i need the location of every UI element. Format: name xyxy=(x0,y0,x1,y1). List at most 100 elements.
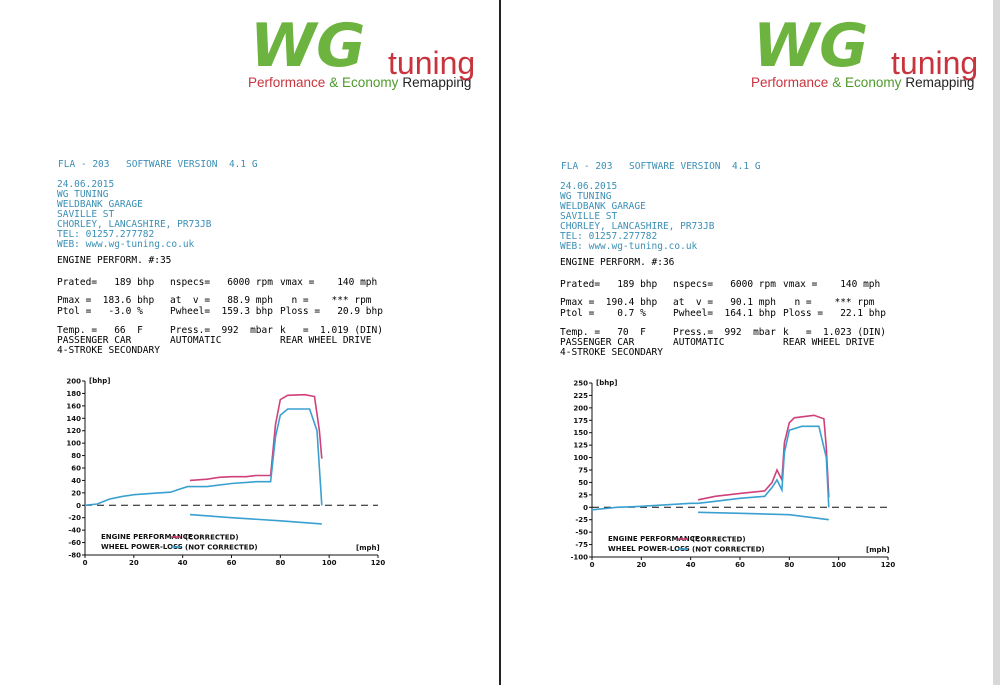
y-tick-label: -60 xyxy=(68,539,81,547)
test-title: ENGINE PERFORM. #:36 xyxy=(560,257,675,268)
param: Press.= 992 mbar xyxy=(170,325,273,336)
address-line: CHORLEY, LANCASHIRE, PR73JB xyxy=(57,219,212,230)
y-tick-label: -40 xyxy=(68,527,81,535)
tagline-part: Remapping xyxy=(402,75,471,90)
data-line xyxy=(591,425,830,511)
legend-label: ENGINE PERFORMANCE xyxy=(608,535,700,543)
legend-name: (CORRECTED) xyxy=(185,534,239,542)
x-tick-label: 100 xyxy=(831,561,846,569)
param: nspecs= 6000 rpm xyxy=(170,277,273,288)
param: Ploss = 20.9 bhp xyxy=(280,306,383,317)
param: Press.= 992 mbar xyxy=(673,327,776,338)
y-tick-label: 0 xyxy=(583,504,588,512)
param: PASSENGER CAR xyxy=(57,335,132,346)
x-tick-label: 80 xyxy=(784,561,794,569)
device: FLA - 203 xyxy=(561,161,612,172)
x-tick-label: 40 xyxy=(686,561,696,569)
address-line: TEL: 01257.277782 xyxy=(57,229,154,240)
y-tick-label: 120 xyxy=(66,427,81,435)
data-line xyxy=(189,513,322,525)
test-title: ENGINE PERFORM. #:35 xyxy=(57,255,171,266)
y-tick-label: 175 xyxy=(573,417,588,425)
data-line xyxy=(84,408,323,507)
tagline-part: Performance xyxy=(751,75,828,90)
x-unit: [mph] xyxy=(356,544,380,552)
param: AUTOMATIC xyxy=(170,335,221,346)
x-tick-label: 120 xyxy=(371,559,386,567)
y-tick-label: 250 xyxy=(573,380,588,388)
legend-name: (NOT CORRECTED) xyxy=(185,544,258,552)
param: n = *** rpm xyxy=(783,297,875,308)
logo-tagline: Performance & Economy Remapping xyxy=(248,75,471,90)
legend-name: (NOT CORRECTED) xyxy=(692,546,765,554)
param: n = *** rpm xyxy=(280,295,372,306)
address-line: WELDBANK GARAGE xyxy=(560,201,646,212)
address-line: WG TUNING xyxy=(57,189,109,200)
param: at v = 90.1 mph xyxy=(673,297,776,308)
param: Ploss = 22.1 bhp xyxy=(783,308,886,319)
legend-label: ENGINE PERFORMANCE xyxy=(101,533,193,541)
x-tick-label: 60 xyxy=(735,561,745,569)
software: SOFTWARE VERSION 4.1 G xyxy=(629,161,761,172)
x-tick-label: 20 xyxy=(636,561,646,569)
y-tick-label: 50 xyxy=(578,479,588,487)
logo-word: tuning xyxy=(388,45,475,81)
software: SOFTWARE VERSION 4.1 G xyxy=(126,159,258,170)
param: at v = 88.9 mph xyxy=(170,295,273,306)
param: Temp. = 70 F xyxy=(560,327,646,338)
x-tick-label: 20 xyxy=(129,559,139,567)
logo-brand: WG xyxy=(250,11,365,81)
y-tick-label: 75 xyxy=(578,467,588,475)
param: Ptol = 0.7 % xyxy=(560,308,646,319)
x-tick-label: 120 xyxy=(881,561,896,569)
param: 4-STROKE SECONDARY xyxy=(560,347,663,358)
y-tick-label: 225 xyxy=(573,392,588,400)
x-tick-label: 60 xyxy=(227,559,237,567)
address-line: WG TUNING xyxy=(560,191,612,202)
y-tick-label: -20 xyxy=(68,514,81,522)
y-tick-label: 20 xyxy=(71,489,81,497)
param: Ptol = -3.0 % xyxy=(57,306,143,317)
logo-brand: WG xyxy=(753,11,868,81)
param: Temp. = 66 F xyxy=(57,325,143,336)
x-unit: [mph] xyxy=(866,546,890,554)
param: vmax = 140 mph xyxy=(280,277,377,288)
y-tick-label: 200 xyxy=(573,404,588,412)
address-line: 24.06.2015 xyxy=(57,179,114,190)
param: Prated= 189 bhp xyxy=(57,277,155,288)
y-tick-label: 40 xyxy=(71,477,81,485)
x-tick-label: 40 xyxy=(178,559,188,567)
y-tick-label: 200 xyxy=(66,378,81,386)
y-tick-label: 60 xyxy=(71,465,81,473)
y-tick-label: 100 xyxy=(573,454,588,462)
param: nspecs= 6000 rpm xyxy=(673,279,776,290)
param: Pmax = 190.4 bhp xyxy=(560,297,658,308)
data-line xyxy=(698,511,829,521)
legend-label: WHEEL POWER-LOSS xyxy=(101,543,183,551)
param: REAR WHEEL DRIVE xyxy=(783,337,875,348)
device: FLA - 203 xyxy=(58,159,109,170)
param: AUTOMATIC xyxy=(673,337,724,348)
x-tick-label: 100 xyxy=(322,559,337,567)
tagline-part: & Economy xyxy=(329,75,398,90)
x-tick-label: 0 xyxy=(590,561,595,569)
legend-label: WHEEL POWER-LOSS xyxy=(608,545,690,553)
tagline-part: & Economy xyxy=(832,75,901,90)
param: PASSENGER CAR xyxy=(560,337,635,348)
tagline-part: Performance xyxy=(248,75,325,90)
address-line: CHORLEY, LANCASHIRE, PR73JB xyxy=(560,221,715,232)
address-line: SAVILLE ST xyxy=(560,211,617,222)
y-unit: [bhp] xyxy=(89,377,110,385)
param: vmax = 140 mph xyxy=(783,279,880,290)
param: Prated= 189 bhp xyxy=(560,279,658,290)
param: k = 1.019 (DIN) xyxy=(280,325,383,336)
legend-name: (CORRECTED) xyxy=(692,536,746,544)
y-tick-label: 125 xyxy=(573,442,588,450)
y-tick-label: 25 xyxy=(578,491,588,499)
x-tick-label: 80 xyxy=(275,559,285,567)
x-tick-label: 0 xyxy=(83,559,88,567)
y-unit: [bhp] xyxy=(596,379,617,387)
param: Pwheel= 164.1 bhp xyxy=(673,308,776,319)
address-line: SAVILLE ST xyxy=(57,209,114,220)
